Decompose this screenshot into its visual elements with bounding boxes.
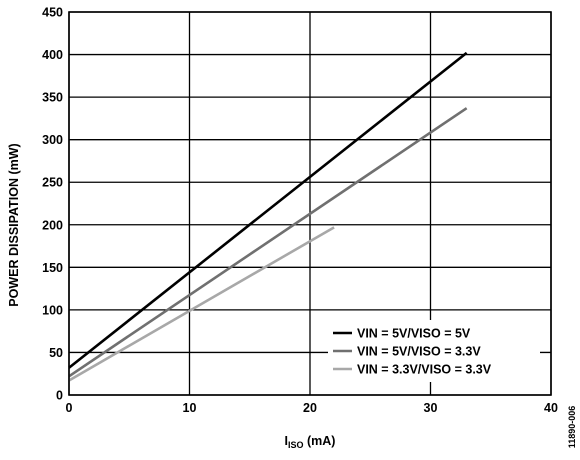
series-line-2 [68, 107, 468, 378]
figure-id: 11890-006 [567, 406, 577, 449]
legend-label-3: VIN = 3.3V/VISO = 3.3V [357, 363, 492, 377]
x-axis-label: IISO (mA) [285, 434, 336, 450]
y-tick-label: 250 [42, 176, 63, 190]
legend-box [328, 320, 540, 382]
plot-border [68, 11, 552, 396]
series-line-3 [68, 226, 335, 382]
legend: VIN = 5V/VISO = 5V VIN = 5V/VISO = 3.3V VI… [328, 320, 540, 382]
plot-frame [68, 11, 552, 396]
y-tick-label: 100 [42, 303, 63, 317]
y-tick-label: 200 [42, 218, 63, 232]
y-tick-label: 50 [49, 346, 63, 360]
y-tick-label: 150 [42, 261, 63, 275]
y-tick-label: 300 [42, 133, 63, 147]
x-tick-label: 20 [303, 401, 317, 415]
x-tick-label: 0 [66, 401, 73, 415]
series-layer [68, 51, 468, 382]
x-tick-label: 10 [183, 401, 197, 415]
y-axis-label: POWER DISSIPATION (mW) [7, 143, 21, 306]
y-tick-label: 450 [42, 6, 63, 20]
y-tick-label: 400 [42, 48, 63, 62]
legend-label-1: VIN = 5V/VISO = 5V [357, 327, 471, 341]
y-tick-label: 0 [56, 389, 63, 403]
x-axis-label-sub: ISO [288, 440, 304, 450]
x-axis-label-unit: (mA) [304, 434, 336, 448]
legend-label-2: VIN = 5V/VISO = 3.3V [357, 345, 481, 359]
series-line-1 [68, 51, 468, 369]
x-tick-label: 40 [544, 401, 558, 415]
x-axis-label-main: I [285, 434, 288, 448]
x-tick-label: 30 [424, 401, 438, 415]
y-tick-label: 350 [42, 91, 63, 105]
